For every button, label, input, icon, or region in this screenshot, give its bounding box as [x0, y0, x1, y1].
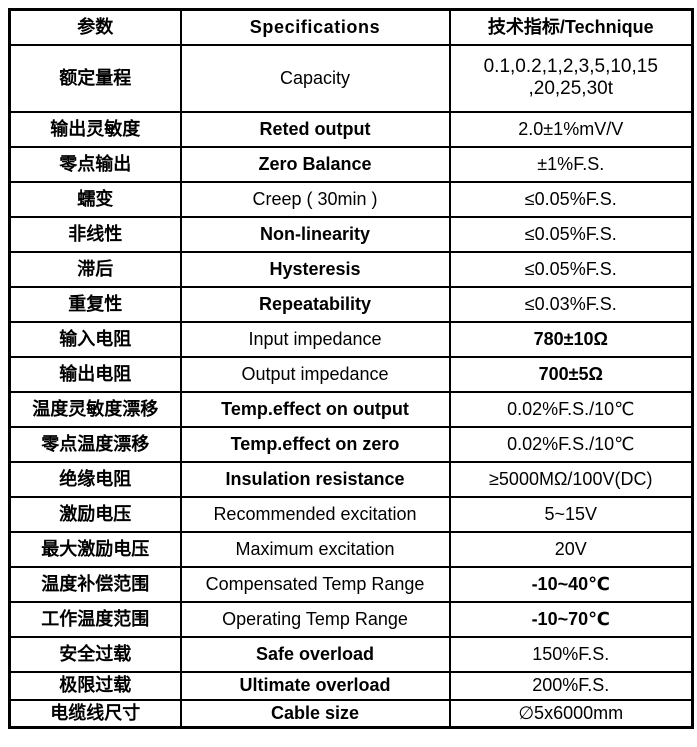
table-row: 安全过载 Safe overload 150%F.S. — [8, 635, 694, 673]
param-cell: 温度补偿范围 — [8, 565, 182, 603]
value-cell: 780±10Ω — [448, 320, 694, 358]
spec-header: Specifications — [179, 8, 451, 46]
param-cell: 极限过载 — [8, 670, 182, 701]
table-row: 温度灵敏度漂移 Temp.effect on output 0.02%F.S./… — [8, 390, 694, 428]
table-row: 蠕变 Creep ( 30min ) ≤0.05%F.S. — [8, 180, 694, 218]
spec-cell: Cable size — [179, 698, 451, 729]
value-cell: 2.0±1%mV/V — [448, 110, 694, 148]
spec-cell: Capacity — [179, 43, 451, 113]
spec-cell: Insulation resistance — [179, 460, 451, 498]
spec-cell: Ultimate overload — [179, 670, 451, 701]
value-cell: 200%F.S. — [448, 670, 694, 701]
param-cell: 额定量程 — [8, 43, 182, 113]
value-cell: 700±5Ω — [448, 355, 694, 393]
table-row: 输入电阻 Input impedance 780±10Ω — [8, 320, 694, 358]
spec-cell: Compensated Temp Range — [179, 565, 451, 603]
table-row: 零点输出 Zero Balance ±1%F.S. — [8, 145, 694, 183]
value-header: 技术指标/Technique — [448, 8, 694, 46]
spec-cell: Repeatability — [179, 285, 451, 323]
spec-cell: Hysteresis — [179, 250, 451, 288]
table-row: 输出灵敏度 Reted output 2.0±1%mV/V — [8, 110, 694, 148]
table-header-row: 参数 Specifications 技术指标/Technique — [8, 8, 694, 46]
spec-table: 参数 Specifications 技术指标/Technique 额定量程 Ca… — [8, 8, 694, 729]
value-cell: 0.02%F.S./10℃ — [448, 390, 694, 428]
table-row: 极限过载 Ultimate overload 200%F.S. — [8, 670, 694, 701]
spec-cell: Operating Temp Range — [179, 600, 451, 638]
spec-cell: Zero Balance — [179, 145, 451, 183]
value-cell: 0.02%F.S./10℃ — [448, 425, 694, 463]
spec-cell: Temp.effect on output — [179, 390, 451, 428]
table-row: 滞后 Hysteresis ≤0.05%F.S. — [8, 250, 694, 288]
spec-cell: Non-linearity — [179, 215, 451, 253]
spec-cell: Maximum excitation — [179, 530, 451, 568]
table-row: 额定量程 Capacity 0.1,0.2,1,2,3,5,10,15 ,20,… — [8, 43, 694, 113]
value-cell: 0.1,0.2,1,2,3,5,10,15 ,20,25,30t — [448, 43, 694, 113]
param-cell: 滞后 — [8, 250, 182, 288]
table-row: 温度补偿范围 Compensated Temp Range -10~40℃ — [8, 565, 694, 603]
value-cell: -10~40℃ — [448, 565, 694, 603]
spec-cell: Reted output — [179, 110, 451, 148]
value-cell: ±1%F.S. — [448, 145, 694, 183]
table-row: 零点温度漂移 Temp.effect on zero 0.02%F.S./10℃ — [8, 425, 694, 463]
spec-cell: Output impedance — [179, 355, 451, 393]
param-cell: 电缆线尺寸 — [8, 698, 182, 729]
param-cell: 非线性 — [8, 215, 182, 253]
table-row: 重复性 Repeatability ≤0.03%F.S. — [8, 285, 694, 323]
value-cell: 20V — [448, 530, 694, 568]
value-cell: ≤0.05%F.S. — [448, 180, 694, 218]
table-row: 工作温度范围 Operating Temp Range -10~70℃ — [8, 600, 694, 638]
param-cell: 输出灵敏度 — [8, 110, 182, 148]
param-cell: 最大激励电压 — [8, 530, 182, 568]
value-cell: ≤0.05%F.S. — [448, 215, 694, 253]
table-row: 激励电压 Recommended excitation 5~15V — [8, 495, 694, 533]
spec-cell: Temp.effect on zero — [179, 425, 451, 463]
param-cell: 激励电压 — [8, 495, 182, 533]
spec-cell: Creep ( 30min ) — [179, 180, 451, 218]
spec-cell: Input impedance — [179, 320, 451, 358]
param-header: 参数 — [8, 8, 182, 46]
param-cell: 零点输出 — [8, 145, 182, 183]
param-cell: 绝缘电阻 — [8, 460, 182, 498]
param-cell: 温度灵敏度漂移 — [8, 390, 182, 428]
table-row: 输出电阻 Output impedance 700±5Ω — [8, 355, 694, 393]
value-cell: ∅5x6000mm — [448, 698, 694, 729]
table-row: 绝缘电阻 Insulation resistance ≥5000MΩ/100V(… — [8, 460, 694, 498]
param-cell: 工作温度范围 — [8, 600, 182, 638]
table-row: 电缆线尺寸 Cable size ∅5x6000mm — [8, 698, 694, 729]
value-cell: 150%F.S. — [448, 635, 694, 673]
value-cell: ≥5000MΩ/100V(DC) — [448, 460, 694, 498]
param-cell: 重复性 — [8, 285, 182, 323]
param-cell: 输入电阻 — [8, 320, 182, 358]
param-cell: 蠕变 — [8, 180, 182, 218]
spec-cell: Recommended excitation — [179, 495, 451, 533]
param-cell: 输出电阻 — [8, 355, 182, 393]
param-cell: 零点温度漂移 — [8, 425, 182, 463]
table-row: 非线性 Non-linearity ≤0.05%F.S. — [8, 215, 694, 253]
table-row: 最大激励电压 Maximum excitation 20V — [8, 530, 694, 568]
spec-cell: Safe overload — [179, 635, 451, 673]
value-cell: 5~15V — [448, 495, 694, 533]
value-cell: ≤0.03%F.S. — [448, 285, 694, 323]
param-cell: 安全过载 — [8, 635, 182, 673]
value-cell: -10~70℃ — [448, 600, 694, 638]
value-cell: ≤0.05%F.S. — [448, 250, 694, 288]
